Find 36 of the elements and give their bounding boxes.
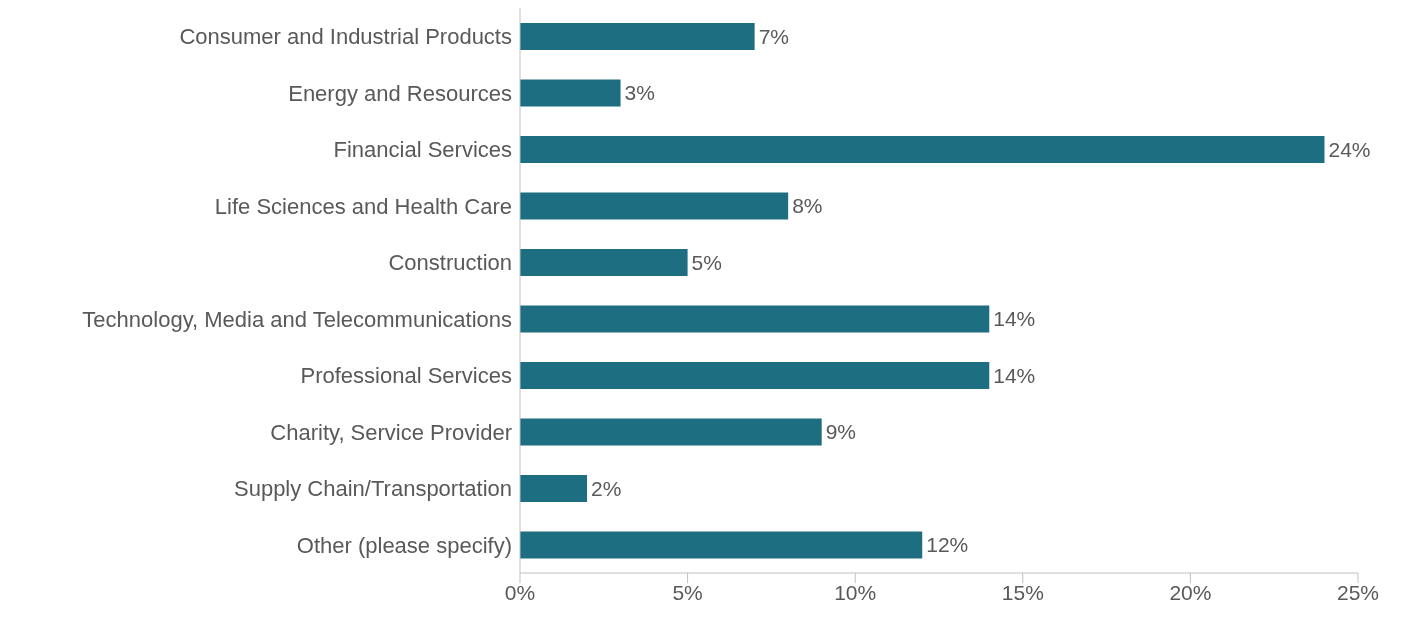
data-label: 8% xyxy=(792,194,823,218)
x-tick-label: 15% xyxy=(1001,580,1044,604)
bar xyxy=(520,362,990,389)
data-label: 24% xyxy=(1328,137,1371,161)
data-label: 3% xyxy=(624,81,655,105)
data-label: 9% xyxy=(825,420,857,444)
bar xyxy=(520,418,822,446)
data-label: 12% xyxy=(926,533,969,557)
x-tick-label: 5% xyxy=(672,580,703,604)
data-label: 7% xyxy=(758,24,789,48)
y-tick-label: Professional Services xyxy=(300,363,512,389)
bar xyxy=(520,136,1325,163)
y-tick-label: Charity, Service Provider xyxy=(270,419,512,445)
x-tick-label: 25% xyxy=(1336,580,1380,604)
data-label: 5% xyxy=(691,250,722,274)
y-tick-label: Energy and Resources xyxy=(288,80,512,106)
bar xyxy=(520,475,588,502)
y-tick-label: Consumer and Industrial Products xyxy=(179,24,512,50)
data-label: 14% xyxy=(993,363,1036,387)
y-tick-label: Financial Services xyxy=(333,137,512,163)
bar xyxy=(520,79,621,107)
bar xyxy=(520,192,789,220)
y-tick-label: Supply Chain/Transportation xyxy=(233,476,512,502)
bar xyxy=(520,249,688,276)
x-tick-label: 10% xyxy=(834,580,877,604)
bar xyxy=(520,23,755,50)
data-label: 2% xyxy=(591,476,622,500)
y-tick-label: Construction xyxy=(388,250,512,276)
bar xyxy=(520,531,923,559)
y-tick-label: Technology, Media and Telecommunications xyxy=(82,306,512,332)
data-label: 14% xyxy=(993,307,1036,331)
y-tick-label: Life Sciences and Health Care xyxy=(214,193,512,219)
x-tick-label: 0% xyxy=(504,580,536,604)
y-tick-label: Other (please specify) xyxy=(296,532,512,558)
x-tick-label: 20% xyxy=(1169,580,1212,604)
bar xyxy=(520,305,990,333)
